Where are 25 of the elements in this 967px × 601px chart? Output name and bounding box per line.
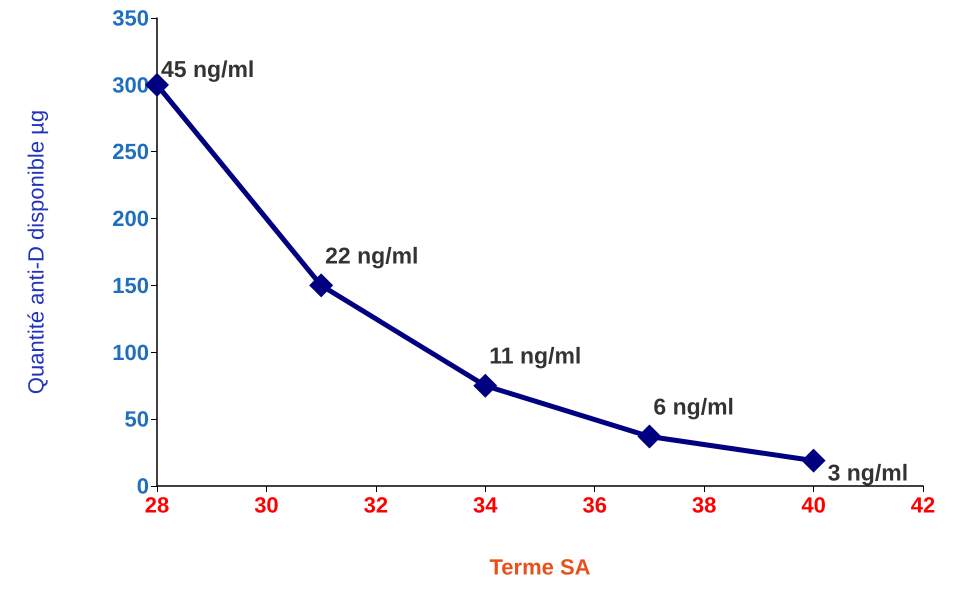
y-tick-label: 250	[112, 139, 149, 164]
annotation: 45 ng/ml	[161, 56, 254, 82]
y-tick-label: 100	[112, 340, 149, 365]
x-tick-label: 40	[801, 492, 826, 518]
y-tick-label: 300	[112, 72, 149, 98]
point	[802, 448, 826, 473]
x-tick-label: 38	[692, 492, 716, 518]
x-tick-label: 42	[910, 492, 936, 518]
x-tick-label: 32	[364, 492, 388, 518]
y-axis-title: Quantité anti-D disponible µg	[24, 110, 48, 394]
x-tick-label: 36	[582, 492, 607, 518]
annotation: 22 ng/ml	[325, 242, 418, 268]
point	[637, 424, 662, 449]
point	[309, 273, 334, 298]
y-tick-label: 350	[112, 6, 149, 30]
annotation: 6 ng/ml	[653, 394, 734, 420]
point	[473, 374, 498, 398]
annotation: 11 ng/ml	[489, 342, 582, 369]
x-tick-label: 34	[473, 492, 498, 518]
x-axis-title: Terme SA	[489, 554, 591, 580]
y-tick-label: 200	[112, 206, 149, 232]
x-tick-label: 30	[254, 492, 279, 518]
y-tick-label: 150	[112, 272, 149, 298]
y-tick-label: 50	[124, 406, 149, 432]
annotation: 3 ng/ml	[828, 460, 908, 486]
